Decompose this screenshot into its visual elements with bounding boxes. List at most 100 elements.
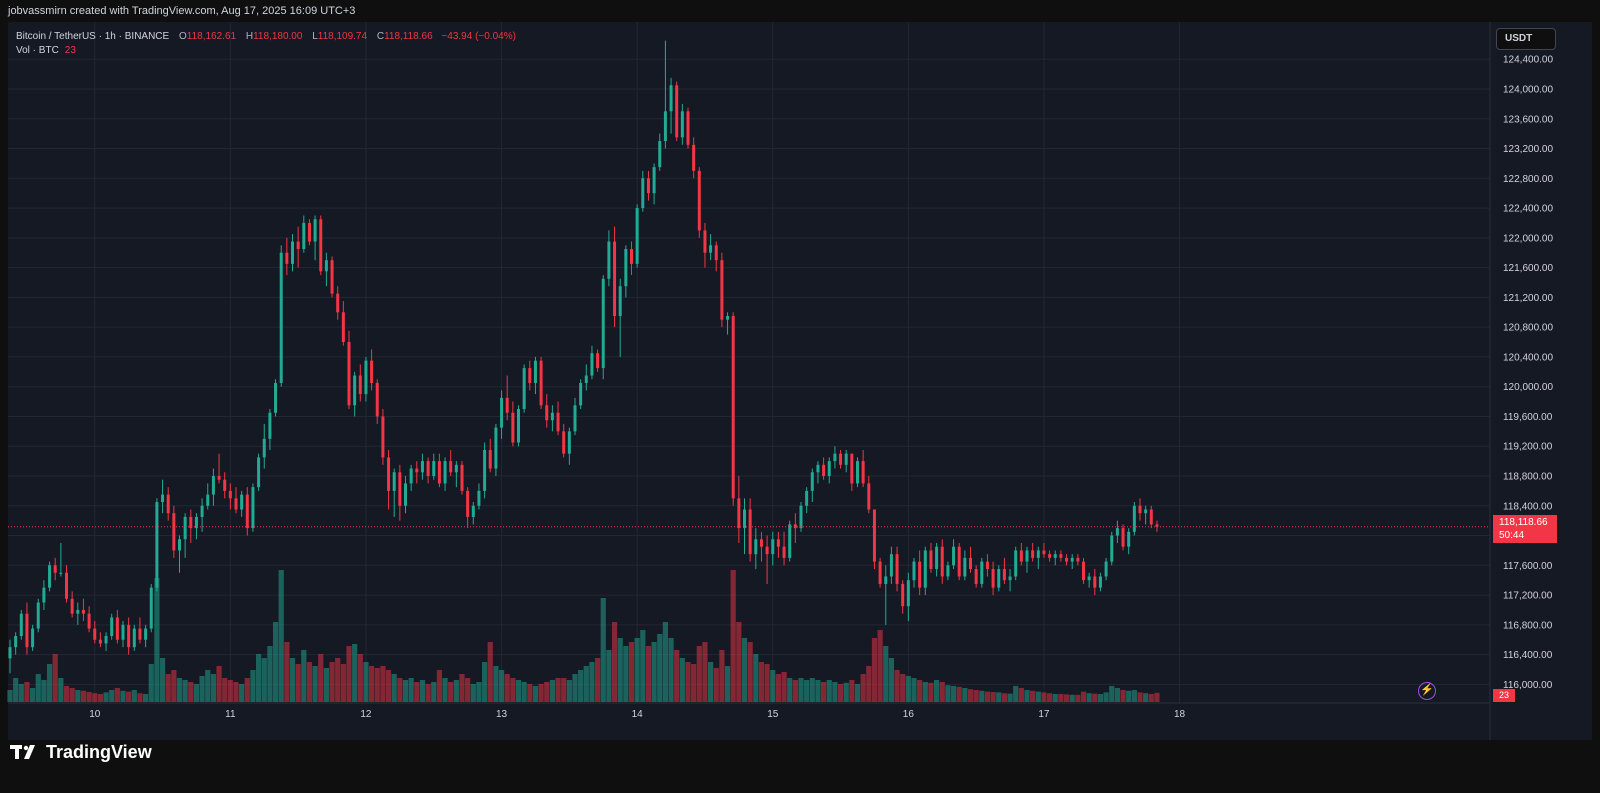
candle-body: [692, 144, 696, 171]
candle-body: [1093, 576, 1097, 588]
volume-bar: [934, 680, 940, 702]
volume-bar: [911, 678, 917, 702]
time-axis[interactable]: 10 11 12 13 14 15 16 17 18: [89, 709, 1185, 720]
volume-bar: [798, 678, 804, 702]
volume-bar: [385, 670, 392, 702]
candle-body: [788, 524, 792, 558]
candle-body: [686, 111, 690, 145]
price-tick-label: 116,000.00: [1503, 680, 1553, 691]
volume-bar: [770, 670, 776, 702]
volume-bar: [222, 678, 228, 702]
volume-bar: [1052, 694, 1058, 702]
candle-body: [663, 111, 667, 142]
volume-bar: [860, 674, 866, 702]
candle-body: [997, 569, 1001, 588]
volume-bar: [171, 670, 177, 702]
candle-body: [307, 222, 311, 242]
candle-body: [963, 557, 967, 577]
volume-bar: [7, 690, 13, 702]
time-tick-label: 15: [767, 709, 779, 720]
volume-bar: [193, 684, 200, 702]
volume-bar: [764, 664, 770, 702]
volume-bar: [532, 686, 539, 702]
volume-bar: [24, 682, 30, 702]
candle-body: [302, 222, 306, 249]
candle-body: [483, 449, 487, 491]
volume-bar: [640, 630, 646, 702]
volume-bar: [109, 690, 115, 702]
candle-body: [1138, 505, 1142, 514]
candle-body: [703, 230, 707, 253]
candle-body: [726, 315, 730, 320]
volume-bar: [611, 622, 618, 702]
candle-body: [816, 464, 820, 473]
lightning-icon[interactable]: ⚡: [1418, 682, 1436, 700]
candle-body: [669, 85, 673, 112]
candle-body: [579, 382, 583, 406]
volume-bar: [374, 668, 380, 702]
volume-bar: [493, 666, 499, 702]
brand-footer[interactable]: TradingView: [10, 740, 152, 764]
volume-bar: [301, 650, 307, 702]
candle-body: [630, 249, 633, 264]
candle-body: [381, 416, 385, 458]
volume-bar: [724, 666, 731, 702]
candle-body: [245, 494, 249, 529]
candle-body: [550, 412, 554, 421]
candle-body: [856, 461, 859, 484]
candle-body: [19, 613, 23, 637]
candle-body: [1104, 561, 1108, 577]
candle-body: [132, 628, 136, 648]
volume-bar: [408, 678, 414, 702]
candle-body: [319, 219, 323, 272]
high-value: 118,180.00: [253, 31, 303, 42]
symbol-legend: Bitcoin / TetherUS · 1h · BINANCE O118,1…: [16, 30, 516, 58]
symbol-title[interactable]: Bitcoin / TetherUS · 1h · BINANCE: [16, 31, 170, 42]
volume-bar: [261, 658, 267, 702]
candle-body: [901, 583, 905, 607]
candle-body: [432, 461, 436, 476]
candle-body: [161, 494, 165, 503]
volume-bar: [928, 682, 934, 702]
volume-bar: [357, 654, 363, 702]
volume-bar: [92, 693, 98, 702]
candle-body: [70, 598, 74, 614]
candle-body: [14, 636, 18, 648]
volume-bar: [114, 688, 120, 702]
candle-body: [1065, 557, 1069, 562]
candle-body: [1121, 528, 1125, 547]
volume-bar: [741, 638, 748, 702]
volume-bar: [13, 678, 19, 702]
candle-body: [641, 178, 645, 209]
volume-bar: [804, 680, 810, 702]
candle-body: [494, 427, 498, 469]
candle-body: [872, 509, 876, 562]
volume-bar: [1047, 693, 1053, 702]
volume-bar: [1143, 693, 1149, 702]
ohlc-row: Bitcoin / TetherUS · 1h · BINANCE O118,1…: [16, 30, 516, 44]
volume-bar: [335, 658, 341, 702]
candle-body: [743, 509, 746, 529]
candle-body: [822, 464, 826, 476]
volume-badge: 23: [1493, 689, 1515, 702]
currency-unit-button[interactable]: USDT: [1496, 28, 1556, 50]
volume-bar: [391, 674, 397, 702]
volume-bar: [448, 682, 454, 702]
volume-bar: [956, 686, 962, 702]
volume-bar: [1086, 693, 1092, 702]
change-value: −43.94 (−0.04%): [441, 31, 516, 42]
volume-bar: [527, 684, 533, 702]
volume-bar: [442, 678, 448, 702]
volume-label[interactable]: Vol · BTC: [16, 45, 59, 56]
candle-body: [759, 539, 763, 547]
volume-bar: [657, 634, 663, 702]
volume-bar: [662, 622, 668, 702]
candle-body: [748, 509, 752, 555]
candle-body: [839, 453, 843, 465]
volume-bar: [69, 688, 75, 702]
candle-body: [918, 561, 922, 588]
volume-bar: [578, 670, 584, 702]
volume-bar: [369, 666, 375, 702]
candle-body: [336, 293, 340, 313]
